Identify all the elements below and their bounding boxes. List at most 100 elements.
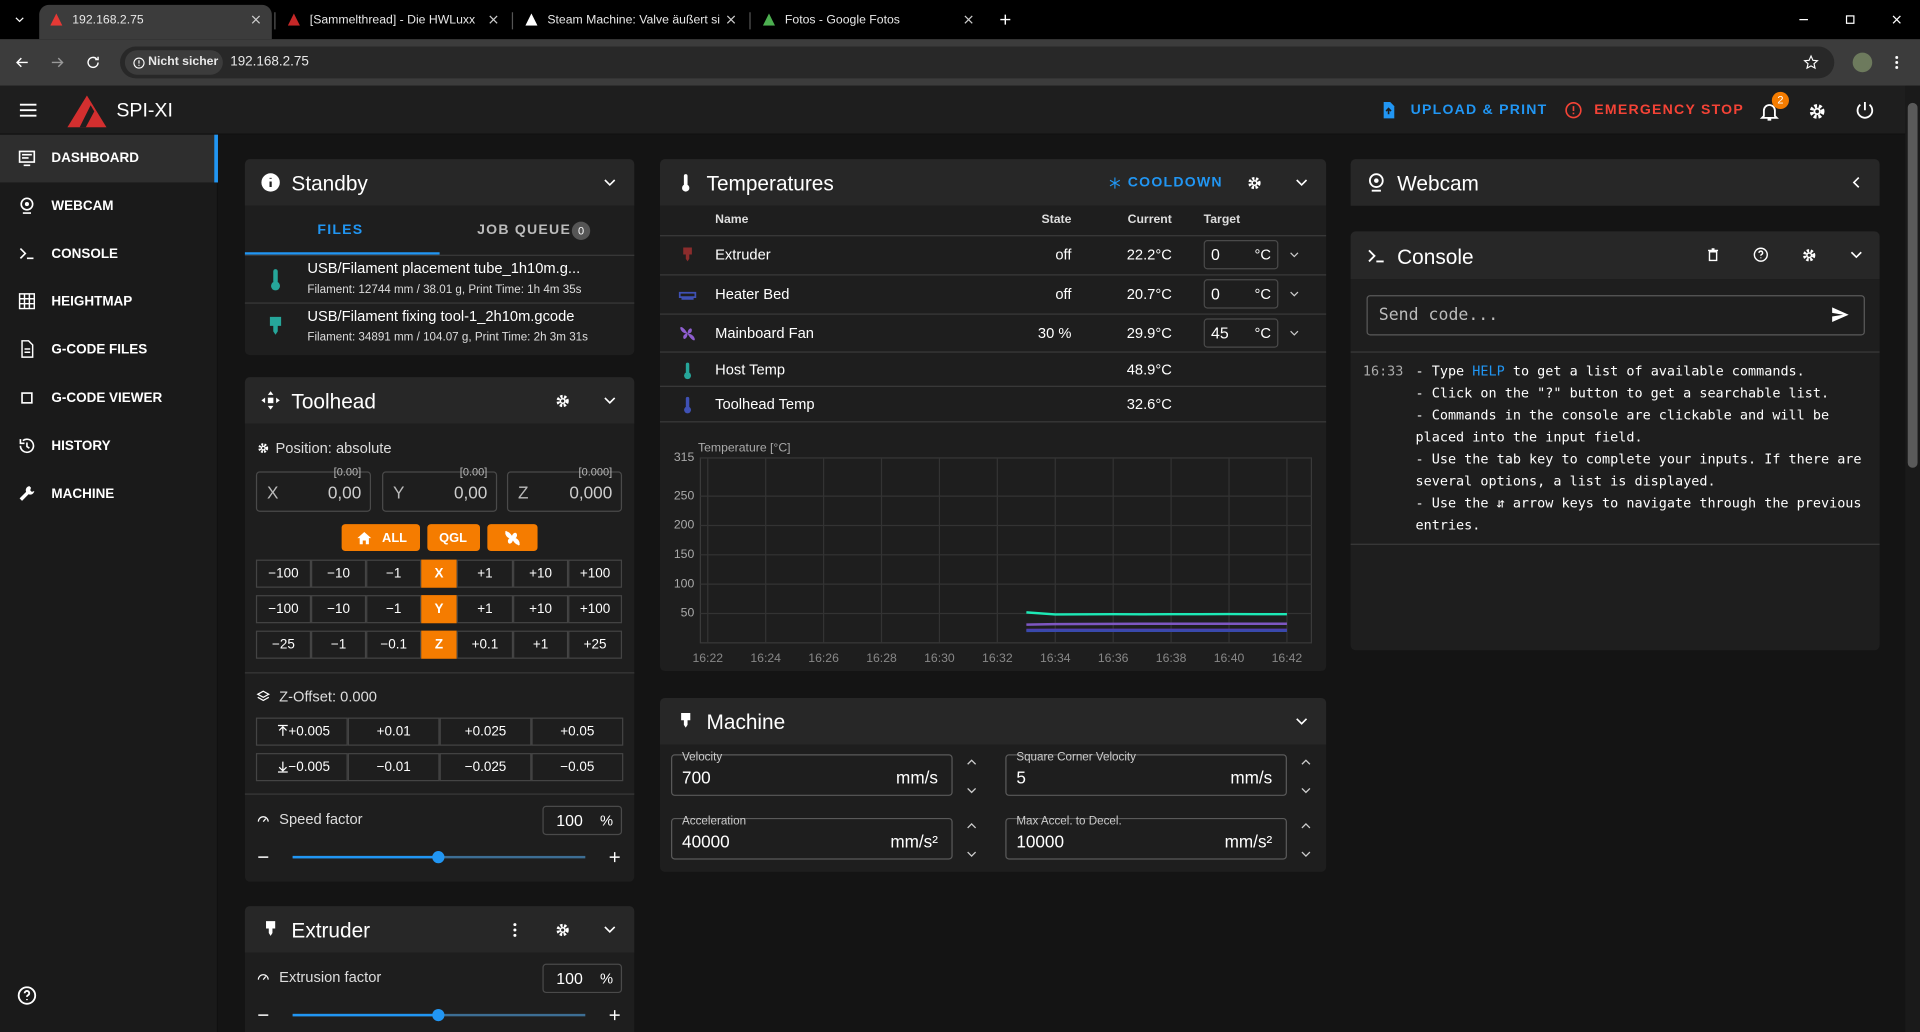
nav-item[interactable]: WEBCAM — [51, 198, 114, 214]
tab-title[interactable]: Steam Machine: Valve äußert si — [547, 14, 721, 27]
slider-thumb[interactable] — [432, 851, 445, 864]
zoffset-button[interactable] — [255, 717, 348, 746]
axis-input[interactable] — [255, 471, 372, 512]
factor-icon-shape — [257, 816, 269, 822]
zoffset-button[interactable] — [347, 717, 440, 746]
divider — [244, 672, 635, 674]
divider — [1350, 543, 1880, 545]
step-down — [966, 787, 976, 793]
x-tick-label: 16:32 — [982, 651, 1013, 665]
log-command[interactable]: HELP — [1472, 363, 1505, 379]
field-value: 40000 — [682, 831, 730, 852]
jog-button[interactable] — [456, 595, 514, 624]
nav-item[interactable]: HISTORY — [51, 438, 111, 454]
collapse-shape — [1296, 718, 1308, 725]
jog-button[interactable] — [513, 559, 569, 588]
y-tick-label: 50 — [681, 606, 695, 620]
factor-input[interactable] — [542, 963, 623, 994]
omnibox[interactable] — [120, 46, 1835, 79]
app-title: SPI-XI — [116, 100, 173, 122]
field-unit: mm/s² — [1224, 831, 1273, 852]
queue-badge — [571, 221, 591, 241]
jog-button[interactable] — [513, 630, 569, 659]
emergency-stop[interactable]: EMERGENCY STOP — [1594, 103, 1744, 118]
target-input[interactable] — [1203, 279, 1279, 309]
zoffset-icon — [256, 690, 271, 702]
zoffset-button[interactable] — [439, 753, 532, 782]
jog-label: +100 — [579, 601, 611, 617]
jog-button[interactable] — [568, 559, 623, 588]
sensor-icon-shape — [685, 361, 689, 374]
file-name[interactable]: USB/Filament placement tube_1h10m.g... — [307, 259, 581, 277]
help — [17, 986, 37, 1005]
nav-item[interactable]: CONSOLE — [51, 246, 119, 262]
y-tick-label: 100 — [674, 576, 695, 590]
cooldown[interactable]: COOLDOWN — [1127, 175, 1223, 191]
home-icon — [356, 531, 371, 544]
jog-button[interactable] — [568, 630, 623, 659]
home-all[interactable] — [341, 524, 421, 552]
zoffset-button[interactable] — [439, 717, 532, 746]
sensor-icon-shape — [683, 405, 691, 413]
tab-files[interactable]: FILES — [317, 223, 364, 238]
divider — [660, 385, 1327, 387]
tab-job-queue[interactable]: JOB QUEUE — [477, 223, 572, 238]
nav-item[interactable]: G-CODE VIEWER — [51, 391, 163, 406]
zoffset-button[interactable] — [347, 753, 440, 782]
tab-title[interactable]: Fotos - Google Fotos — [784, 14, 900, 27]
qgl[interactable] — [427, 524, 481, 552]
number-field[interactable] — [1005, 817, 1287, 860]
axis-input[interactable] — [382, 471, 498, 512]
file-name[interactable]: USB/Filament fixing tool-1_2h10m.gcode — [307, 307, 575, 325]
nav-item[interactable]: MACHINE — [51, 486, 115, 502]
jog-button[interactable] — [311, 559, 367, 588]
jog-button[interactable] — [255, 559, 312, 588]
jog-button[interactable] — [366, 559, 422, 588]
factor-input[interactable] — [542, 805, 623, 836]
jog-label: +25 — [583, 637, 607, 653]
axis-input[interactable] — [506, 471, 623, 512]
slider-thumb[interactable] — [432, 1008, 445, 1022]
new-tab — [1000, 14, 1011, 25]
zoffset-button[interactable] — [255, 753, 348, 782]
field-label: Velocity — [682, 750, 723, 765]
field-value: 10000 — [1016, 831, 1065, 852]
send-shape — [1832, 307, 1849, 323]
jog-button[interactable] — [255, 595, 312, 624]
axis-label: Z — [517, 482, 529, 503]
number-field[interactable] — [671, 754, 953, 796]
position-mode: Position: absolute — [275, 439, 392, 457]
number-field[interactable] — [1005, 754, 1287, 796]
axis-chip — [421, 595, 457, 624]
x-tick-label: 16:34 — [1040, 651, 1071, 665]
file-thumbnail — [271, 269, 281, 291]
zoffset-button[interactable] — [531, 717, 624, 746]
jog-button[interactable] — [311, 595, 367, 624]
nav-item[interactable]: HEIGHTMAP — [51, 294, 133, 310]
jog-label: −1 — [385, 566, 402, 582]
jog-button[interactable] — [456, 559, 514, 588]
jog-button[interactable] — [311, 630, 367, 659]
console-input[interactable] — [1366, 295, 1865, 336]
panel-title: Extruder — [291, 918, 371, 943]
step-up — [966, 822, 976, 828]
upload-print[interactable]: UPLOAD & PRINT — [1410, 103, 1548, 118]
zoffset-button[interactable] — [531, 753, 624, 782]
nav-item[interactable]: G-CODE FILES — [51, 342, 148, 357]
tab-title[interactable]: [Sammelthread] - Die HWLuxx — [309, 14, 476, 27]
jog-button[interactable] — [456, 630, 514, 659]
jog-button[interactable] — [568, 595, 623, 624]
jog-label: +0.1 — [471, 637, 499, 653]
browser-menu-shape — [1895, 66, 1899, 69]
target-input[interactable] — [1203, 240, 1279, 270]
field-label: Max Accel. to Decel. — [1016, 814, 1122, 829]
tab-title[interactable]: 192.168.2.75 — [72, 14, 144, 27]
jog-button[interactable] — [366, 595, 422, 624]
jog-button[interactable] — [513, 595, 569, 624]
target-input[interactable] — [1203, 318, 1279, 348]
nav-item[interactable]: DASHBOARD — [51, 151, 139, 166]
jog-button[interactable] — [255, 630, 312, 659]
jog-label: −1 — [385, 601, 402, 617]
number-field[interactable] — [671, 817, 953, 860]
jog-button[interactable] — [366, 630, 422, 659]
